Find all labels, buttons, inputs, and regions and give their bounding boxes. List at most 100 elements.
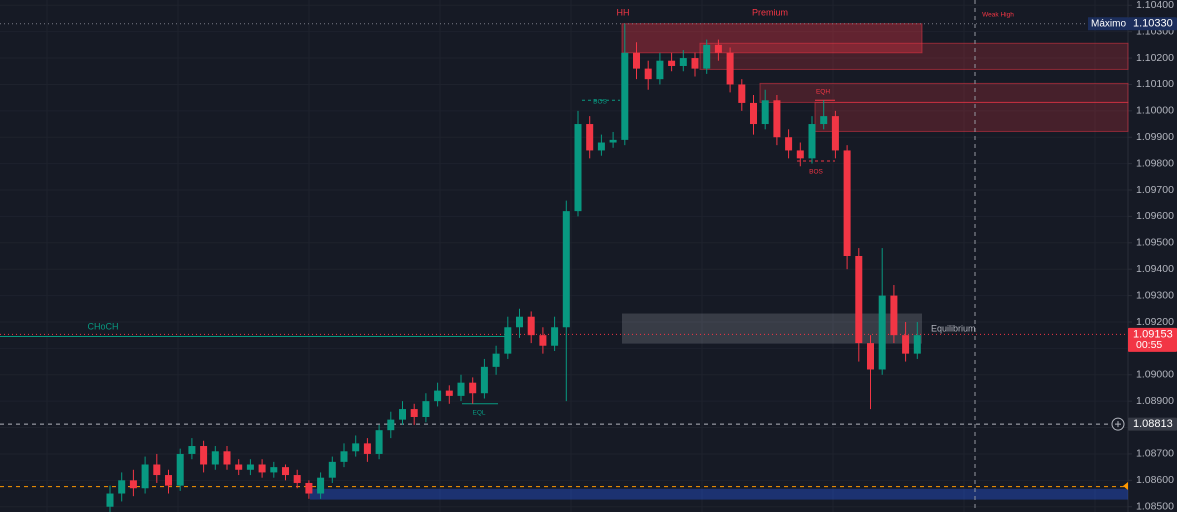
- candle-body: [165, 475, 172, 486]
- candle-body: [305, 482, 313, 494]
- candle-body: [902, 335, 910, 354]
- y-tick-label: 1.10400: [1136, 0, 1174, 11]
- annotation: Equilibrium: [931, 323, 976, 333]
- price-label-box: [1128, 17, 1177, 31]
- y-tick-label: 1.09200: [1136, 316, 1174, 328]
- candle-body: [504, 327, 512, 354]
- annotation: HH: [617, 7, 630, 17]
- price-label: 1.08813: [1133, 418, 1173, 430]
- price-label: 1.10330: [1133, 18, 1173, 30]
- candle-body: [679, 58, 687, 66]
- candle-body: [656, 60, 664, 80]
- candle-body: [282, 467, 289, 476]
- y-tick-label: 1.09400: [1136, 263, 1174, 275]
- zone: [622, 313, 922, 344]
- candle-body: [399, 409, 406, 420]
- add-alert-icon: [1115, 421, 1121, 428]
- candle-body: [492, 353, 500, 367]
- candle-body: [551, 327, 559, 346]
- candle-body: [527, 316, 535, 336]
- y-tick-label: 1.09300: [1136, 289, 1174, 301]
- candle-body: [445, 390, 453, 396]
- candle-body: [609, 139, 617, 143]
- candle-body: [843, 150, 851, 256]
- candle-body: [141, 464, 149, 489]
- annotation: BOS: [809, 169, 823, 176]
- candle-body: [410, 409, 418, 417]
- candle-body: [317, 477, 325, 494]
- y-tick-label: 1.08500: [1136, 501, 1174, 512]
- candle-body: [562, 211, 570, 328]
- annotation: Premium: [752, 7, 788, 17]
- y-tick-label: 1.10200: [1136, 52, 1174, 64]
- y-tick-label: 1.08700: [1136, 448, 1174, 460]
- zone: [814, 101, 1129, 132]
- name-label: Máximo: [1091, 18, 1126, 29]
- candle-body: [153, 464, 161, 476]
- annotation: CHoCH: [87, 321, 118, 331]
- candle-body: [738, 84, 746, 103]
- candle-body: [118, 480, 126, 494]
- candle-body: [387, 419, 395, 431]
- candle-body: [375, 430, 383, 454]
- y-tick-label: 1.09900: [1136, 131, 1174, 143]
- candle-body: [176, 453, 184, 486]
- candle-body: [539, 335, 547, 346]
- candle-body: [574, 124, 582, 212]
- price-label: 1.09153: [1133, 328, 1173, 340]
- y-tick-label: 1.09000: [1136, 369, 1174, 381]
- candle-body: [258, 464, 266, 473]
- annotation: EQH: [816, 89, 830, 96]
- price-label-box: [1128, 327, 1177, 352]
- candle-body: [422, 401, 430, 417]
- candle-body: [270, 467, 278, 473]
- zone: [621, 23, 923, 54]
- candle-body: [808, 124, 816, 159]
- candle-body: [773, 100, 781, 138]
- candle-body: [293, 475, 301, 483]
- candle-body: [516, 316, 523, 328]
- annotation: Weak High: [982, 12, 1014, 19]
- candle-body: [761, 100, 769, 125]
- candle-body: [457, 382, 465, 396]
- candle-body: [867, 343, 874, 370]
- candle-body: [434, 390, 442, 402]
- candle-body: [691, 58, 699, 69]
- y-tick-label: 1.09800: [1136, 157, 1174, 169]
- candle-body: [668, 60, 676, 66]
- candle-body: [469, 382, 477, 394]
- candle-body: [785, 137, 793, 151]
- candle-body: [340, 451, 348, 462]
- candle-body: [246, 464, 254, 470]
- y-tick-label: 1.09500: [1136, 237, 1174, 249]
- candle-body: [855, 256, 863, 344]
- candle-body: [586, 124, 594, 151]
- candle-body: [890, 295, 898, 336]
- candle-body: [223, 451, 231, 465]
- y-tick-label: 1.10000: [1136, 105, 1174, 117]
- annotation: EQL: [472, 410, 485, 417]
- annotation: BOS: [593, 99, 607, 106]
- candle-body: [597, 142, 605, 151]
- candle-body: [750, 102, 757, 125]
- y-tick-label: 1.09700: [1136, 184, 1174, 196]
- name-label-box: [1088, 17, 1128, 31]
- candle-body: [235, 464, 243, 470]
- candle-body: [129, 480, 137, 489]
- candle-body: [363, 443, 371, 454]
- candle-body: [200, 446, 208, 465]
- y-tick-label: 1.10100: [1136, 78, 1174, 90]
- candle-body: [831, 116, 839, 151]
- candle-body: [106, 493, 114, 507]
- candle-body: [726, 52, 734, 85]
- zone: [699, 42, 1129, 70]
- price-timer: 00:55: [1136, 339, 1162, 351]
- candle-body: [878, 295, 886, 370]
- candle-body: [644, 68, 652, 80]
- y-tick-label: 1.08900: [1136, 395, 1174, 407]
- candle-body: [188, 446, 196, 454]
- candle-body: [913, 335, 921, 354]
